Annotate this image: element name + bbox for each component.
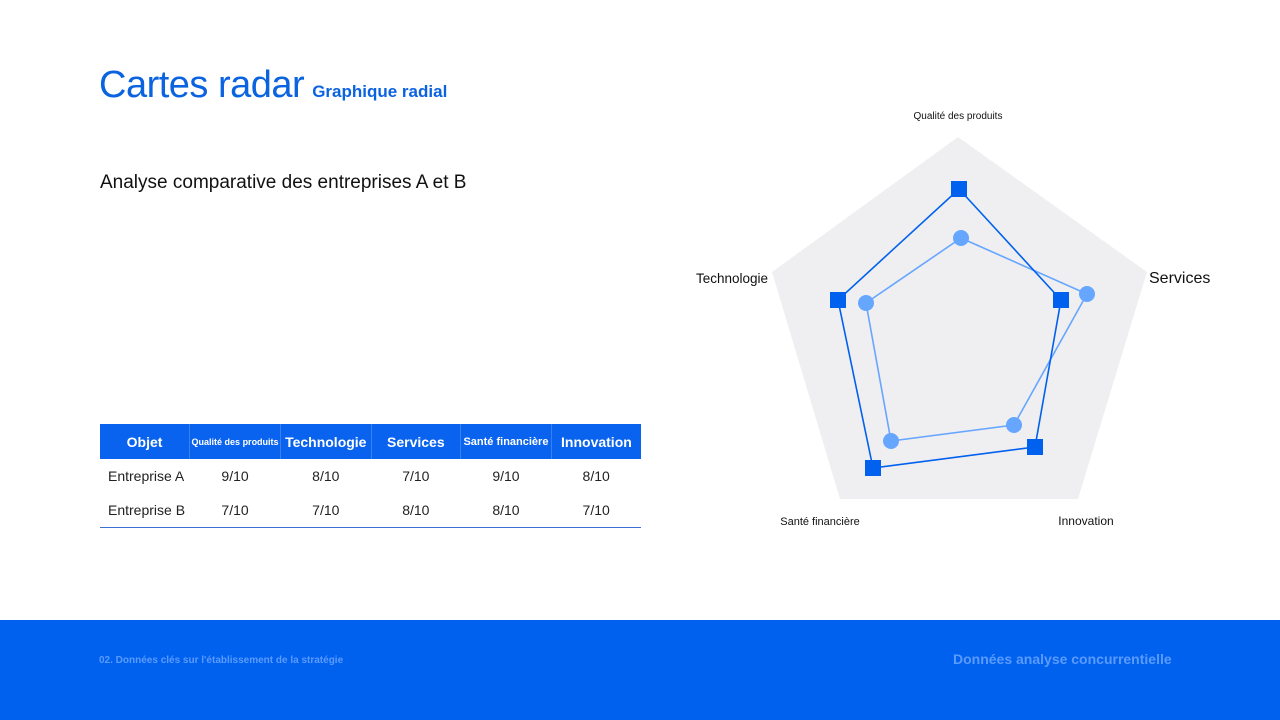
cell-value: 9/10 [221,468,249,484]
footer-section-label: 02. Données clés sur l'établissement de … [99,655,344,666]
cell-value: 8/10 [312,468,340,484]
square-marker [1027,439,1043,455]
cell-value: 7/10 [551,493,641,528]
page-title-group: Cartes radar Graphique radial [99,64,447,107]
cell-value: 7/10 [280,493,372,528]
column-header-technologie: Technologie [280,424,372,459]
circle-marker [1006,417,1022,433]
column-header-qualite: Qualité des produits [189,424,281,459]
footer-bar: 02. Données clés sur l'établissement de … [0,620,1280,720]
cell-value: 7/10 [189,493,281,528]
series-b-markers [858,230,1095,449]
column-header-sante: Santé financière [460,424,552,459]
square-marker [951,181,967,197]
circle-marker [953,230,969,246]
page-title: Cartes radar [99,64,305,106]
cell-value: 8/10 [371,493,461,528]
page-subtitle-tag: Graphique radial [312,82,448,101]
series-a-markers [830,181,1069,476]
radar-background [772,137,1147,499]
axis-label-innovation: Innovation [1058,514,1113,528]
axis-label-technologie: Technologie [696,271,768,286]
square-marker [865,460,881,476]
column-header-objet: Objet [100,424,191,459]
table-row: Entreprise A 9/10 8/10 7/10 9/10 8/10 [100,459,641,493]
cell-value: 8/10 [582,468,610,484]
series-b-line [865,237,1089,442]
square-marker [830,292,846,308]
cell-value: 7/10 [402,468,430,484]
circle-marker [883,433,899,449]
row-name: Entreprise A [108,468,185,484]
footer-topic-label: Données analyse concurrentielle [953,651,1172,667]
chart-description: Analyse comparative des entreprises A et… [100,172,467,193]
cell-value: 8/10 [460,493,552,528]
circle-marker [858,295,874,311]
table-row: Entreprise B 7/10 7/10 8/10 8/10 7/10 [100,493,641,528]
table-header-row: Objet Qualité des produits Technologie S… [100,424,641,459]
circle-marker [1079,286,1095,302]
axis-label-services: Services [1149,270,1210,287]
square-marker [1053,292,1069,308]
row-name: Entreprise B [100,493,190,528]
column-header-innovation: Innovation [551,424,641,459]
comparison-table: Objet Qualité des produits Technologie S… [100,424,641,528]
cell-value: 9/10 [492,468,520,484]
column-header-services: Services [371,424,462,459]
axis-label-qualite: Qualité des produits [914,111,1003,122]
axis-label-sante: Santé financière [780,516,860,528]
radar-chart: Qualité des produits Services Innovation… [696,111,1210,528]
series-a-line [837,187,1062,469]
